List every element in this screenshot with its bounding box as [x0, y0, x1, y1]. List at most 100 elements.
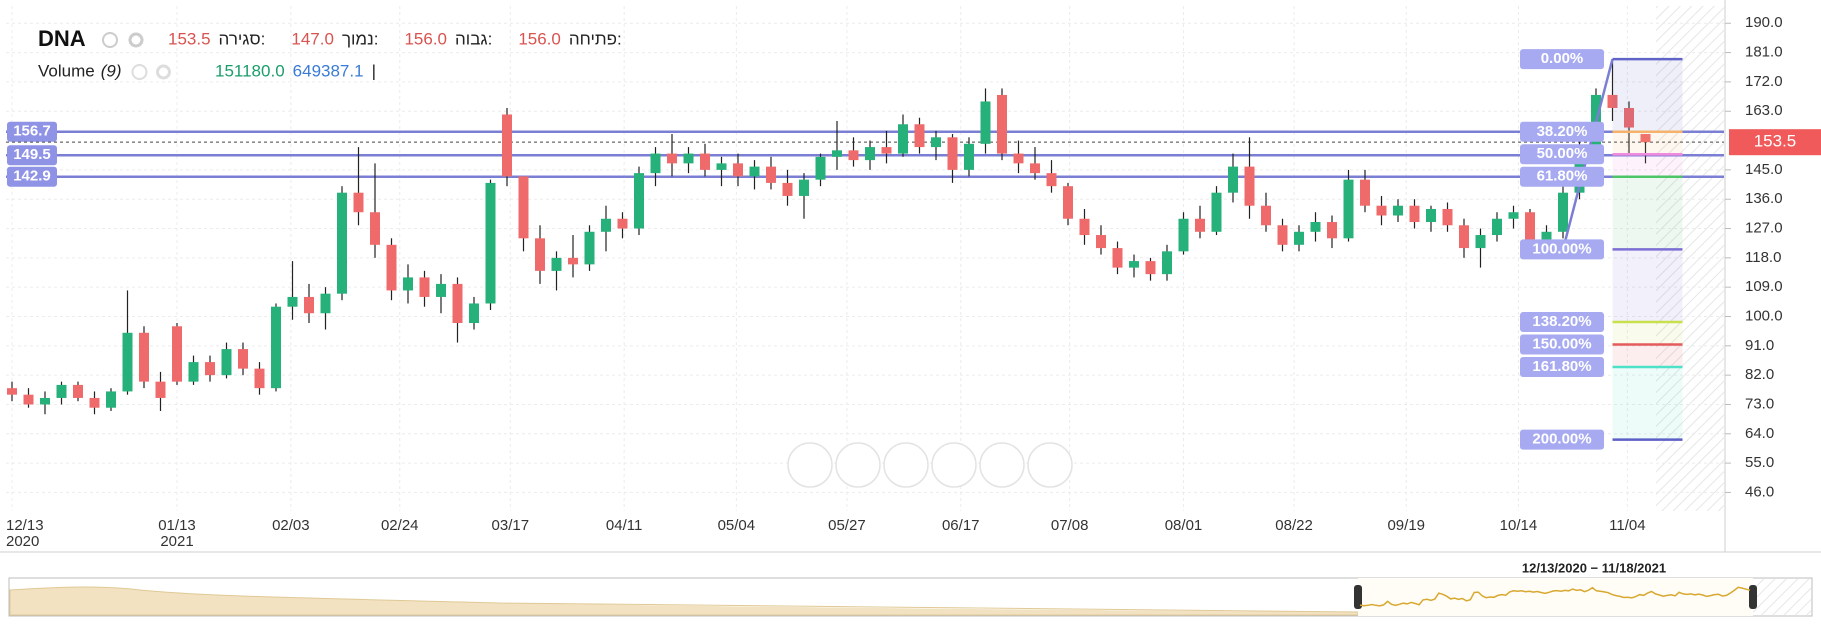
- candle-body: [1294, 231, 1304, 245]
- candle-body: [898, 124, 908, 154]
- settings-icon: [155, 64, 171, 80]
- zoom-reset-button[interactable]: [979, 442, 1025, 488]
- volume-separator: |: [372, 61, 376, 80]
- candle-body: [320, 293, 331, 314]
- candle-body: [947, 137, 958, 170]
- candle-body: [1112, 248, 1123, 268]
- candle-body: [1096, 235, 1106, 249]
- fib-label: 150.00%: [1532, 335, 1591, 352]
- volume-value: 151180.0: [215, 61, 285, 80]
- y-tick-label: 145.0: [1745, 161, 1783, 178]
- zoom-out-button[interactable]: [883, 442, 929, 488]
- candle-body: [964, 143, 974, 170]
- candle-body: [139, 332, 149, 382]
- candle-body: [221, 349, 232, 376]
- pan-left-button[interactable]: [787, 442, 833, 488]
- zoom-in-more-button[interactable]: [931, 442, 977, 488]
- y-tick-label: 127.0: [1745, 219, 1783, 236]
- fib-tag: [1520, 312, 1604, 333]
- field-value: 156.0: [518, 29, 561, 48]
- fib-label: 38.20%: [1537, 123, 1588, 140]
- zoom-in-button[interactable]: [835, 442, 881, 488]
- x-tick-label: 04/11: [606, 517, 642, 534]
- pan-right-button[interactable]: [1027, 442, 1073, 488]
- candle-body: [1360, 179, 1370, 206]
- candle-body: [1624, 107, 1634, 128]
- overlay: 156.7 149.5 142.9: [6, 121, 1724, 187]
- fib-zone: [1612, 176, 1683, 250]
- candle-body: [89, 397, 100, 408]
- fib-label: 200.00%: [1532, 431, 1591, 448]
- candle-body: [733, 163, 743, 177]
- candle-body: [436, 283, 446, 297]
- navigator-range: 12/13/2020 − 11/18/2021: [1522, 560, 1666, 575]
- fib-label: 161.80%: [1532, 358, 1591, 375]
- candle-body: [815, 156, 826, 180]
- candle-body: [881, 147, 892, 154]
- candle-body: [1079, 218, 1090, 236]
- x-tick-label: 09/19: [1387, 517, 1425, 534]
- candle-body: [40, 397, 50, 405]
- candle-body: [1129, 261, 1139, 268]
- fib-label: 61.80%: [1537, 168, 1588, 185]
- candle-body: [106, 391, 116, 408]
- y-tick-label: 109.0: [1745, 278, 1783, 295]
- candle-body: [1558, 192, 1568, 232]
- horizontal-line-label: 142.9: [13, 168, 51, 185]
- candle-body: [700, 153, 710, 170]
- candle-body: [799, 179, 809, 196]
- candle-body: [782, 182, 793, 196]
- x-tick-label: 02/24: [381, 517, 419, 534]
- x-tick-label: 06/17: [942, 517, 980, 534]
- x-year-label: 2021: [160, 533, 193, 550]
- settings-icon: [128, 32, 144, 48]
- candle-body: [1327, 222, 1337, 239]
- candle-body: [1261, 205, 1271, 226]
- candle-body: [7, 388, 17, 395]
- field-value: 156.0: [404, 29, 447, 48]
- y-tick-label: 64.0: [1745, 425, 1774, 442]
- horizontal-line-label: 156.7: [13, 123, 51, 140]
- candle-body: [848, 150, 859, 161]
- field-value: 153.5: [168, 29, 211, 48]
- fib-zone: [1612, 131, 1683, 155]
- candle-body: [238, 349, 248, 369]
- x-tick-label: 10/14: [1500, 517, 1538, 534]
- y-tick-label: 172.0: [1745, 73, 1783, 90]
- candle-body: [1030, 163, 1040, 174]
- candle-body: [337, 192, 347, 294]
- fib-tag: [1520, 144, 1604, 165]
- x-year-label: 2020: [6, 533, 39, 550]
- fib-zone: [1612, 154, 1683, 177]
- fib-zone: [1612, 322, 1683, 345]
- x-tick-label: 08/01: [1165, 517, 1203, 534]
- volume-period: (9): [101, 61, 122, 80]
- navigator-line: [1359, 586, 1751, 607]
- candle-body: [1046, 173, 1057, 187]
- candle-body: [1426, 208, 1436, 223]
- y-tick-label: 118.0: [1745, 249, 1781, 266]
- candle-body: [403, 277, 413, 291]
- candle-body: [601, 218, 611, 232]
- fib-label: 100.00%: [1532, 240, 1591, 257]
- volume-name: Volume: [38, 61, 95, 80]
- candle-body: [584, 231, 595, 265]
- fib-label: 138.20%: [1532, 313, 1591, 330]
- candle-body: [353, 192, 364, 213]
- candle-body: [73, 384, 83, 398]
- fib-label: 50.00%: [1537, 145, 1588, 162]
- candle-body: [1541, 231, 1552, 242]
- y-tick-label: 91.0: [1745, 337, 1774, 354]
- candle-body: [914, 124, 925, 148]
- y-tick-label: 55.0: [1745, 454, 1774, 471]
- candle-body: [1277, 225, 1288, 245]
- navigator-handle-left[interactable]: [1354, 585, 1362, 609]
- visibility-icon: [102, 32, 118, 48]
- candle-body: [1211, 192, 1222, 232]
- x-tick-label: 01/13: [158, 517, 196, 534]
- navigator-handle-right[interactable]: [1749, 585, 1757, 609]
- candle-body: [1409, 205, 1420, 223]
- candle-body: [1525, 212, 1535, 242]
- candle-body: [832, 150, 842, 157]
- field-name: נמוך:: [342, 29, 379, 48]
